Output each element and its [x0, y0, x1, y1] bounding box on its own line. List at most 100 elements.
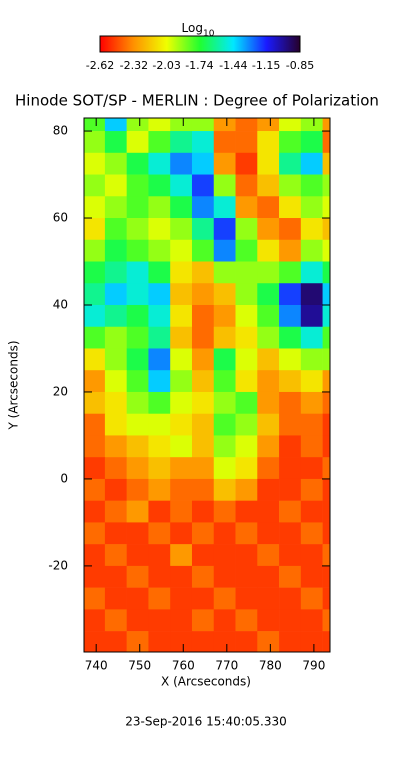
heatmap-cell [191, 457, 215, 480]
heatmap-cell [279, 544, 302, 567]
heatmap-cell [257, 218, 280, 241]
heatmap-cell [235, 478, 258, 501]
heatmap-cell [213, 587, 236, 610]
heatmap-cell [191, 152, 215, 175]
heatmap-cell [126, 283, 149, 306]
heatmap-cell [126, 152, 149, 175]
heatmap-cell [126, 478, 149, 501]
heatmap-cell [235, 391, 258, 415]
heatmap-cell [170, 609, 193, 632]
heatmap-cell [126, 500, 149, 523]
heatmap-cell [213, 500, 236, 523]
heatmap-cell [170, 565, 193, 588]
heatmap-cell [191, 326, 215, 349]
heatmap-cell [257, 239, 280, 262]
heatmap-cell [84, 435, 106, 458]
heatmap-cell [300, 304, 323, 328]
heatmap-cell [235, 522, 258, 545]
heatmap-cell [84, 631, 106, 653]
heatmap-cell [126, 413, 149, 436]
heatmap-cell [148, 587, 171, 610]
heatmap-cell [279, 457, 302, 480]
heatmap-cell [104, 152, 127, 175]
heatmap-cell [104, 544, 127, 567]
heatmap-cell [191, 522, 215, 545]
heatmap-cell [279, 218, 302, 241]
heatmap-cell [148, 370, 171, 393]
heatmap-cell [148, 544, 171, 567]
colorbar-tick-label: -0.85 [286, 59, 314, 72]
heatmap-cell [170, 304, 193, 328]
heatmap-cell [191, 174, 215, 197]
heatmap-cell [213, 118, 236, 132]
colorbar-tick-label: -2.62 [86, 59, 114, 72]
heatmap-cell [300, 500, 323, 523]
heatmap-cell [213, 348, 236, 371]
heatmap-cell [126, 435, 149, 458]
heatmap-cell [322, 391, 331, 415]
heatmap-cell [170, 218, 193, 241]
heatmap-cell [84, 544, 106, 567]
heatmap-cell [191, 587, 215, 610]
heatmap-cell [300, 413, 323, 436]
heatmap-cell [170, 196, 193, 219]
heatmap-cell [257, 348, 280, 371]
x-tick-label: 760 [172, 659, 195, 673]
heatmap-cell [257, 631, 280, 653]
heatmap-cell [84, 118, 106, 132]
heatmap-cell [322, 500, 331, 523]
heatmap-cell [213, 370, 236, 393]
heatmap-cell [213, 522, 236, 545]
heatmap-cell [322, 283, 331, 306]
heatmap-cell [257, 261, 280, 284]
heatmap-cell [213, 565, 236, 588]
heatmap-cell [235, 544, 258, 567]
heatmap-cell [279, 500, 302, 523]
heatmap-cell [148, 152, 171, 175]
heatmap-cell [148, 239, 171, 262]
heatmap-cell [257, 565, 280, 588]
heatmap-cell [300, 196, 323, 219]
heatmap-cell [84, 587, 106, 610]
heatmap-cell [213, 304, 236, 328]
heatmap-cell [279, 391, 302, 415]
heatmap-cell [279, 478, 302, 501]
heatmap-cell [300, 478, 323, 501]
heatmap-cell [279, 131, 302, 154]
heatmap-cell [279, 174, 302, 197]
heatmap-cell [84, 326, 106, 349]
heatmap-cell [170, 261, 193, 284]
heatmap-cell [148, 391, 171, 415]
heatmap-cell [148, 304, 171, 328]
heatmap-cell [257, 174, 280, 197]
y-tick-label: 40 [53, 297, 68, 311]
heatmap-cell [322, 326, 331, 349]
heatmap-cell [213, 283, 236, 306]
heatmap-cell [170, 391, 193, 415]
heatmap-cell [126, 196, 149, 219]
heatmap-cell [235, 631, 258, 653]
heatmap-cell [126, 131, 149, 154]
heatmap-cell [322, 118, 331, 132]
heatmap-cell [235, 609, 258, 632]
heatmap-cell [148, 174, 171, 197]
heatmap-cell [104, 522, 127, 545]
heatmap-cell [126, 587, 149, 610]
x-axis-label: X (Arcseconds) [161, 675, 251, 689]
colorbar [99, 35, 301, 53]
heatmap-cell [104, 239, 127, 262]
y-tick-label: -20 [48, 558, 68, 572]
heatmap-cell [104, 370, 127, 393]
heatmap-cell [322, 261, 331, 284]
x-tick-label: 770 [215, 659, 238, 673]
heatmap-cell [148, 218, 171, 241]
heatmap-cell [322, 174, 331, 197]
heatmap-cell [84, 478, 106, 501]
heatmap-cell [170, 326, 193, 349]
heatmap-cell [148, 348, 171, 371]
heatmap-cell [126, 609, 149, 632]
heatmap-cell [235, 565, 258, 588]
heatmap-cell [279, 118, 302, 132]
heatmap-cell [300, 587, 323, 610]
heatmap-cell [126, 565, 149, 588]
